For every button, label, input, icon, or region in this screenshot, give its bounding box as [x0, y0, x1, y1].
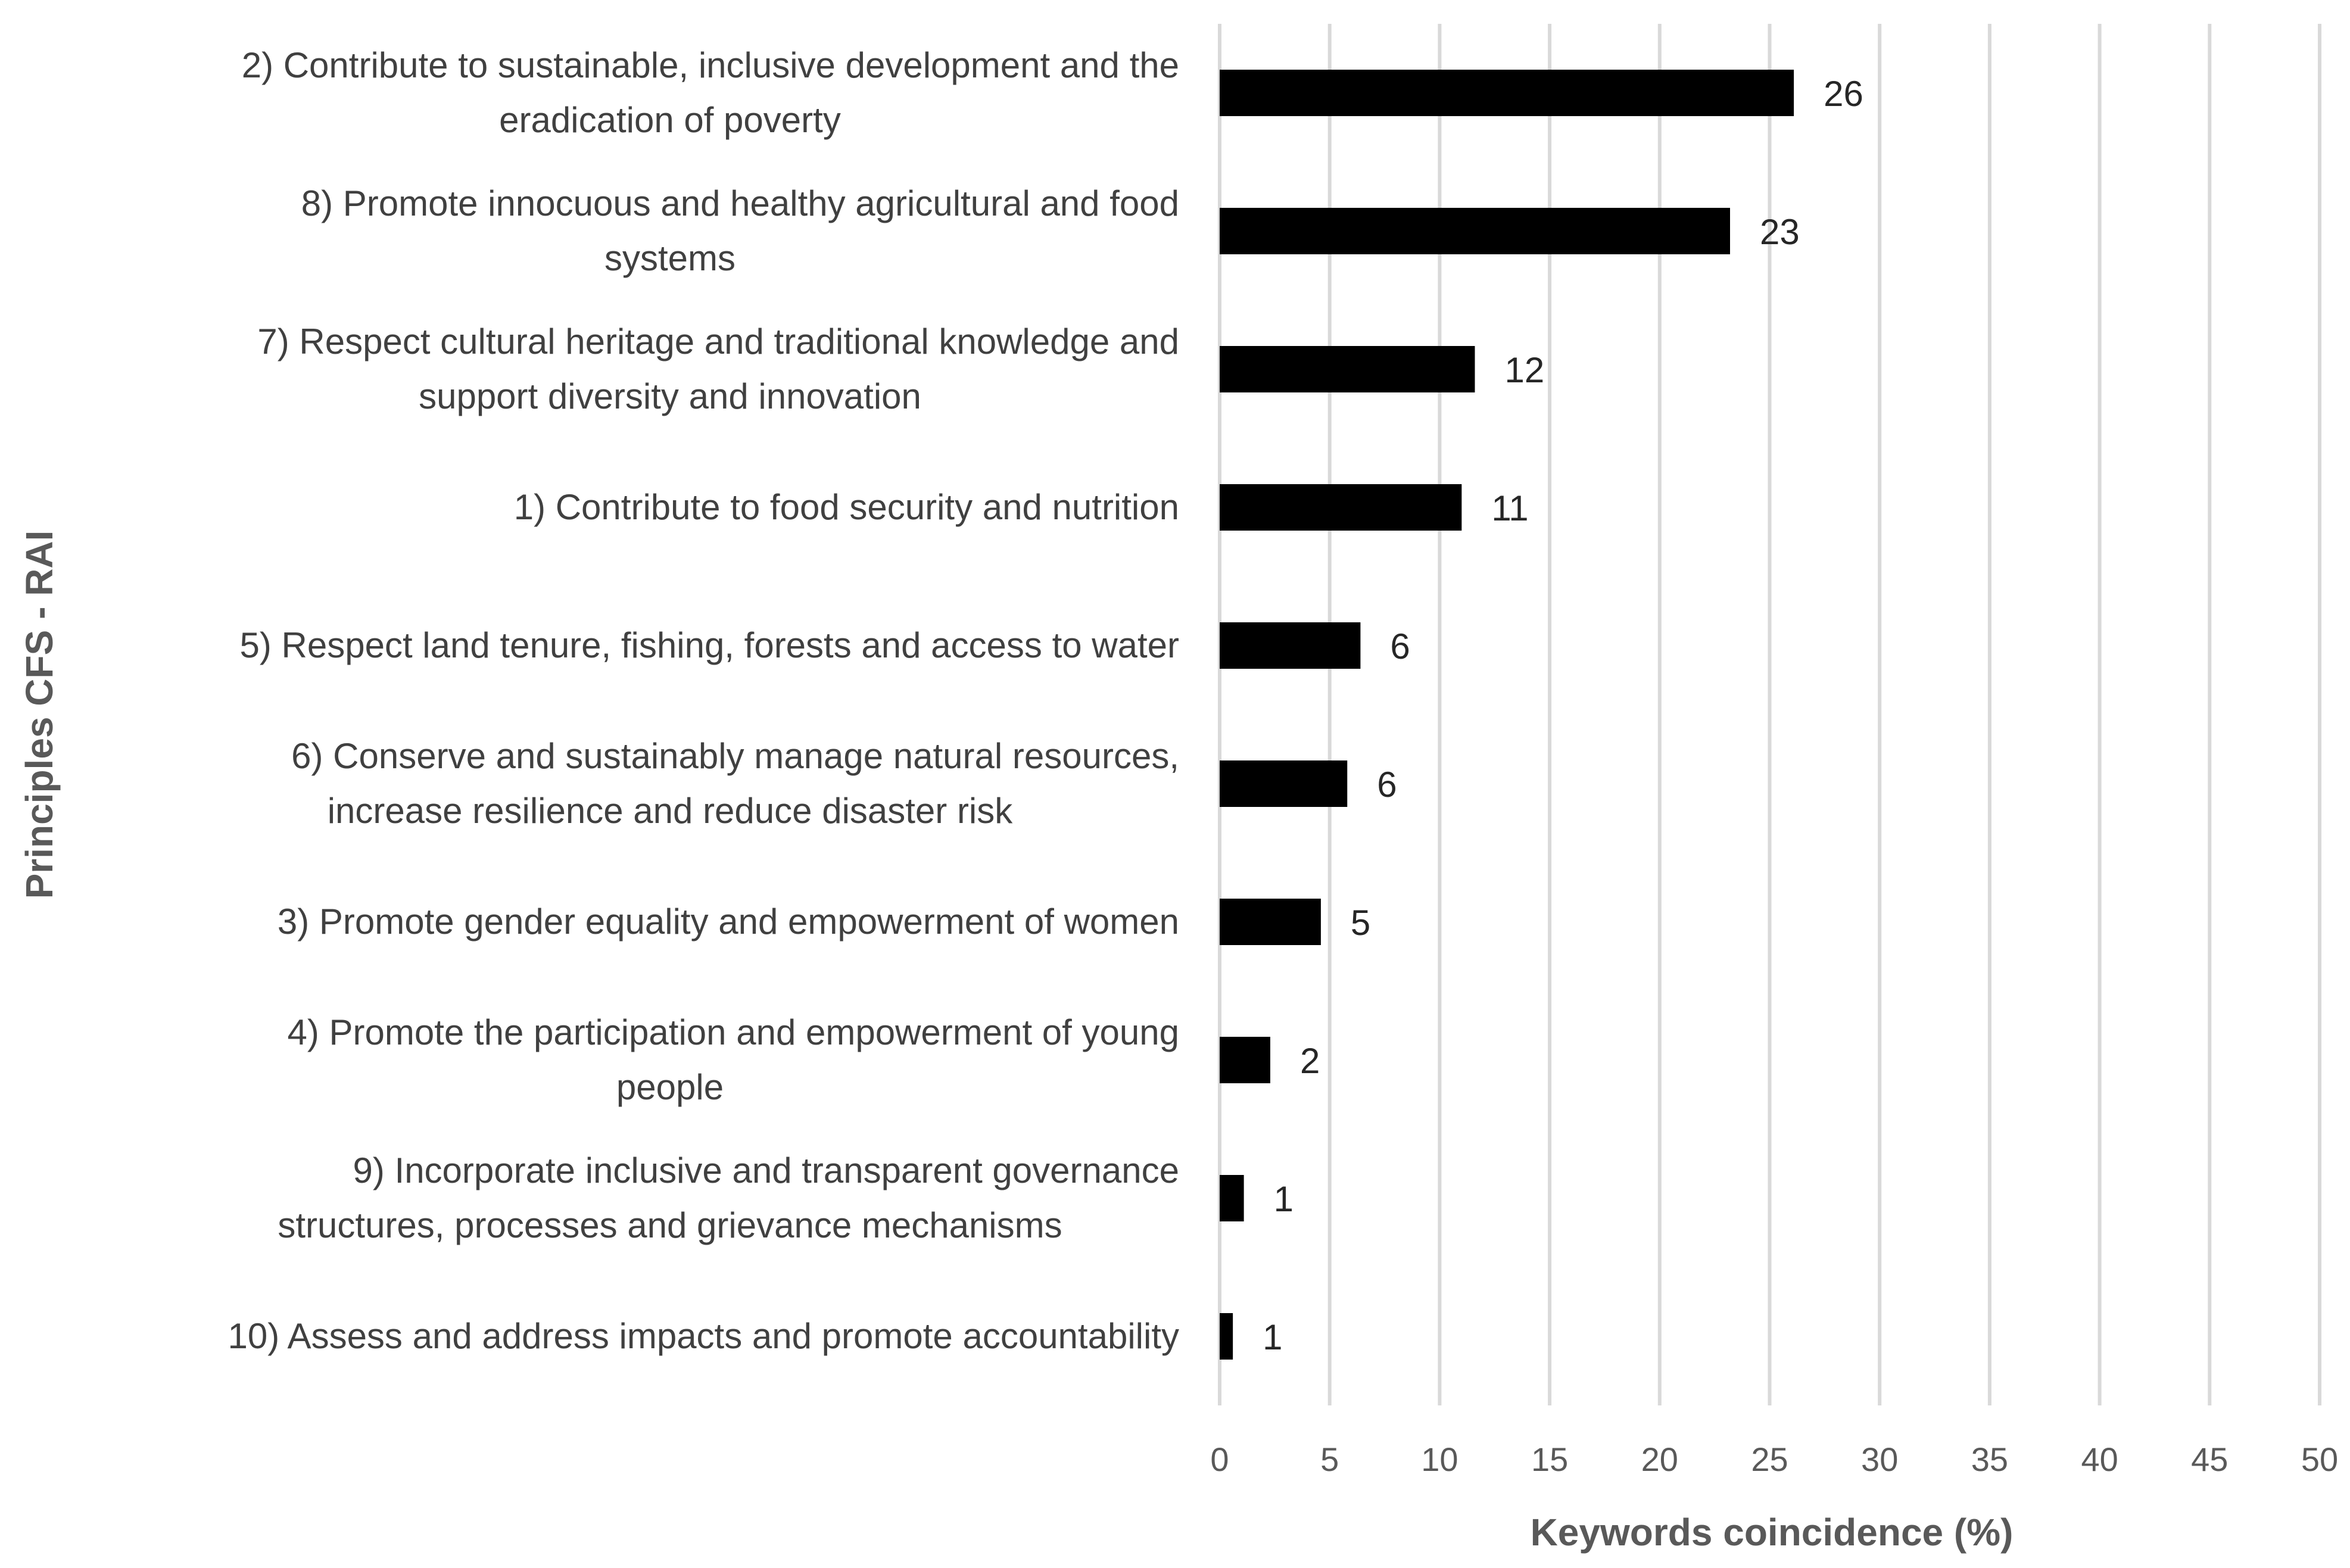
bar	[1220, 1175, 1244, 1221]
x-tick-label: 50	[2301, 1441, 2338, 1478]
category-label: 10) Assess and address impacts and promo…	[227, 1316, 1179, 1356]
data-label: 23	[1760, 212, 1800, 252]
bar	[1220, 1037, 1270, 1083]
bars	[1220, 70, 1794, 1360]
x-tick-labels: 0 5 10 15 20 25 30 35 40 45 50	[1210, 1441, 2338, 1478]
x-tick-label: 15	[1531, 1441, 1568, 1478]
bar	[1220, 622, 1361, 669]
data-label: 2	[1300, 1041, 1320, 1081]
category-label: 2) Contribute to sustainable, inclusive …	[242, 45, 1179, 140]
x-axis-title: Keywords coincidence (%)	[1531, 1511, 2014, 1554]
category-label: 5) Respect land tenure, fishing, forests…	[240, 625, 1180, 665]
x-tick-label: 40	[2081, 1441, 2118, 1478]
x-tick-label: 10	[1421, 1441, 1458, 1478]
data-label: 11	[1491, 488, 1528, 528]
x-tick-label: 20	[1641, 1441, 1678, 1478]
x-tick-label: 5	[1320, 1441, 1339, 1478]
x-tick-label: 35	[1971, 1441, 2008, 1478]
x-tick-label: 30	[1861, 1441, 1898, 1478]
data-label: 26	[1824, 74, 1863, 114]
data-label: 6	[1390, 626, 1410, 666]
bar	[1220, 1313, 1233, 1360]
x-tick-label: 0	[1210, 1441, 1229, 1478]
category-label: 4) Promote the participation and empower…	[287, 1012, 1179, 1107]
category-label: 3) Promote gender equality and empowerme…	[278, 902, 1179, 942]
data-label: 12	[1505, 350, 1545, 390]
bar	[1220, 208, 1731, 254]
bar	[1220, 346, 1475, 392]
data-label: 6	[1377, 765, 1397, 805]
data-label: 1	[1274, 1179, 1294, 1219]
x-tick-label: 45	[2191, 1441, 2228, 1478]
data-label: 1	[1263, 1317, 1282, 1357]
category-label: 7) Respect cultural heritage and traditi…	[257, 322, 1179, 416]
y-axis-title: Principles CFS - RAI	[18, 531, 61, 899]
bar	[1220, 484, 1462, 531]
category-label: 9) Incorporate inclusive and transparent…	[278, 1151, 1179, 1245]
category-labels: 2) Contribute to sustainable, inclusive …	[227, 45, 1179, 1356]
bar	[1220, 70, 1794, 116]
category-label: 6) Conserve and sustainably manage natur…	[291, 736, 1179, 831]
bar	[1220, 899, 1321, 945]
bar	[1220, 760, 1348, 807]
data-label: 5	[1351, 903, 1370, 943]
category-label: 1) Contribute to food security and nutri…	[514, 487, 1179, 527]
x-tick-label: 25	[1751, 1441, 1788, 1478]
category-label: 8) Promote innocuous and healthy agricul…	[301, 183, 1179, 278]
